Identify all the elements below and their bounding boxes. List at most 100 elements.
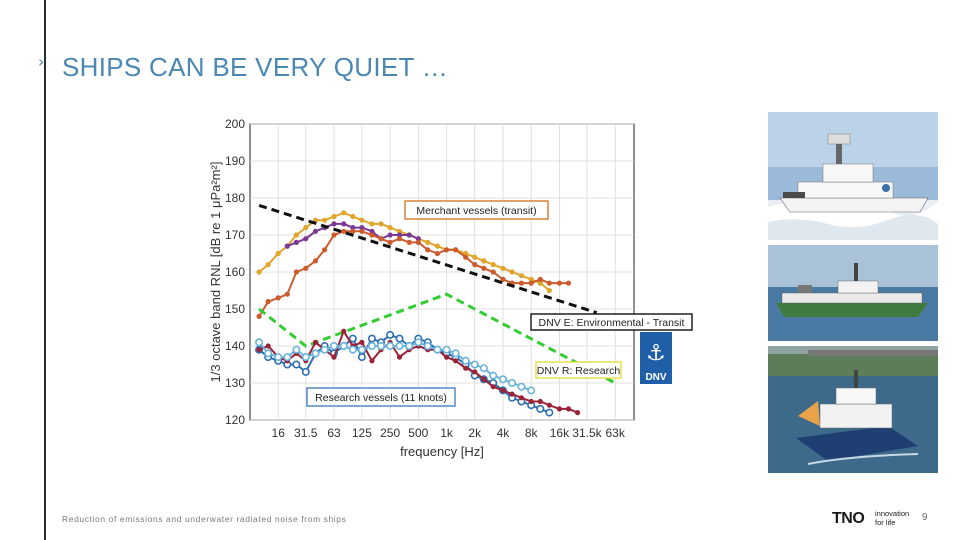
- data-point: [284, 291, 290, 297]
- data-point: [556, 406, 563, 412]
- data-point: [265, 299, 271, 305]
- x-tick-label: 63k: [606, 426, 626, 440]
- dnv-emblem-bg: [640, 332, 672, 384]
- data-point: [256, 347, 262, 353]
- data-point: [284, 243, 290, 249]
- y-tick-label: 160: [225, 265, 245, 279]
- data-point: [472, 262, 478, 268]
- data-point: [348, 345, 357, 354]
- data-point: [433, 345, 442, 354]
- data-point: [453, 358, 459, 364]
- x-tick-label: 16: [272, 426, 286, 440]
- data-point: [500, 387, 506, 393]
- data-point: [463, 250, 469, 257]
- data-point: [283, 353, 292, 362]
- data-point: [359, 339, 365, 345]
- data-point: [528, 398, 534, 405]
- merchant-label-box: [404, 200, 549, 220]
- data-point: [341, 328, 347, 334]
- data-point: [481, 265, 487, 271]
- data-point: [434, 250, 441, 257]
- data-point: [527, 386, 536, 395]
- data-point: [395, 342, 404, 351]
- x-tick-label: 63: [327, 426, 341, 440]
- x-tick-label: 2k: [468, 426, 482, 440]
- rnl-chart: 120 130 140 150 160 170 180 190 200 16 31.5 63 125 25…: [200, 110, 700, 470]
- data-point: [265, 262, 271, 268]
- data-point: [292, 345, 301, 354]
- data-point: [369, 358, 375, 364]
- data-point: [331, 221, 337, 227]
- data-point: [311, 349, 320, 358]
- data-point: [265, 343, 271, 349]
- data-point: [303, 265, 309, 271]
- data-point: [463, 254, 469, 260]
- x-tick-label: 125: [352, 426, 372, 440]
- data-point: [463, 365, 469, 371]
- dnv-r-label: DNV R: Research: [537, 365, 621, 377]
- research-label: Research vessels (11 knots): [315, 392, 447, 404]
- data-point: [301, 367, 310, 376]
- data-point: [341, 210, 347, 216]
- data-point: [357, 353, 366, 362]
- y-tick-label: 140: [225, 339, 245, 353]
- data-point: [423, 342, 432, 351]
- data-point: [498, 375, 507, 384]
- dnv-emblem-text: DNV: [645, 372, 666, 383]
- data-point: [509, 269, 515, 275]
- data-point: [275, 250, 281, 257]
- x-tick-label: 250: [380, 426, 400, 440]
- data-point: [536, 404, 545, 413]
- data-point: [500, 276, 506, 282]
- data-point: [255, 338, 264, 347]
- y-tick-label: 190: [225, 154, 245, 168]
- data-point: [293, 269, 299, 275]
- data-point: [396, 236, 403, 242]
- data-point: [320, 345, 329, 354]
- data-point: [546, 287, 552, 294]
- data-point: [321, 247, 328, 253]
- y-tick-label: 200: [225, 117, 245, 131]
- data-point: [303, 236, 309, 242]
- data-point: [387, 232, 393, 238]
- data-point: [425, 239, 431, 245]
- data-point: [406, 239, 412, 245]
- x-tick-label: 1k: [440, 426, 454, 440]
- y-axis-label: 1/3 octave band RNL [dB re 1 μPa²m²]: [208, 162, 223, 383]
- y-tick-label: 120: [225, 413, 245, 427]
- reference-line-3: [258, 203, 598, 315]
- title-chevron-icon: ›: [38, 52, 45, 71]
- merchant-label: Merchant vessels (transit): [416, 205, 536, 217]
- data-point: [490, 384, 496, 390]
- data-point: [415, 239, 421, 245]
- x-tick-label: 16k: [550, 426, 570, 440]
- data-point: [461, 356, 470, 365]
- data-point: [396, 232, 403, 238]
- data-point: [565, 280, 572, 286]
- data-point: [414, 338, 423, 347]
- left-vertical-rule: [44, 0, 46, 540]
- footer-caption: Reduction of emissions and underwater ra…: [62, 514, 347, 524]
- y-tick-label: 170: [225, 228, 245, 242]
- data-point: [556, 280, 563, 286]
- data-point: [293, 239, 299, 245]
- research-label-box: [306, 387, 456, 407]
- data-point: [357, 345, 366, 354]
- research-ship-in-ice-photo: [768, 112, 938, 240]
- data-point: [387, 239, 393, 245]
- data-point: [481, 376, 487, 382]
- data-point: [341, 221, 347, 227]
- data-point: [425, 247, 431, 253]
- data-point: [508, 378, 517, 387]
- data-point: [415, 236, 421, 242]
- x-tick-label: 4k: [497, 426, 511, 440]
- data-point: [470, 360, 479, 369]
- data-point: [369, 221, 375, 227]
- data-point: [528, 280, 534, 286]
- data-point: [348, 334, 357, 343]
- research-ship-at-sea-photo: [768, 245, 938, 341]
- data-point: [386, 342, 395, 351]
- data-point: [518, 395, 525, 401]
- data-point: [312, 228, 319, 234]
- dnv-r-label-box: [535, 361, 622, 379]
